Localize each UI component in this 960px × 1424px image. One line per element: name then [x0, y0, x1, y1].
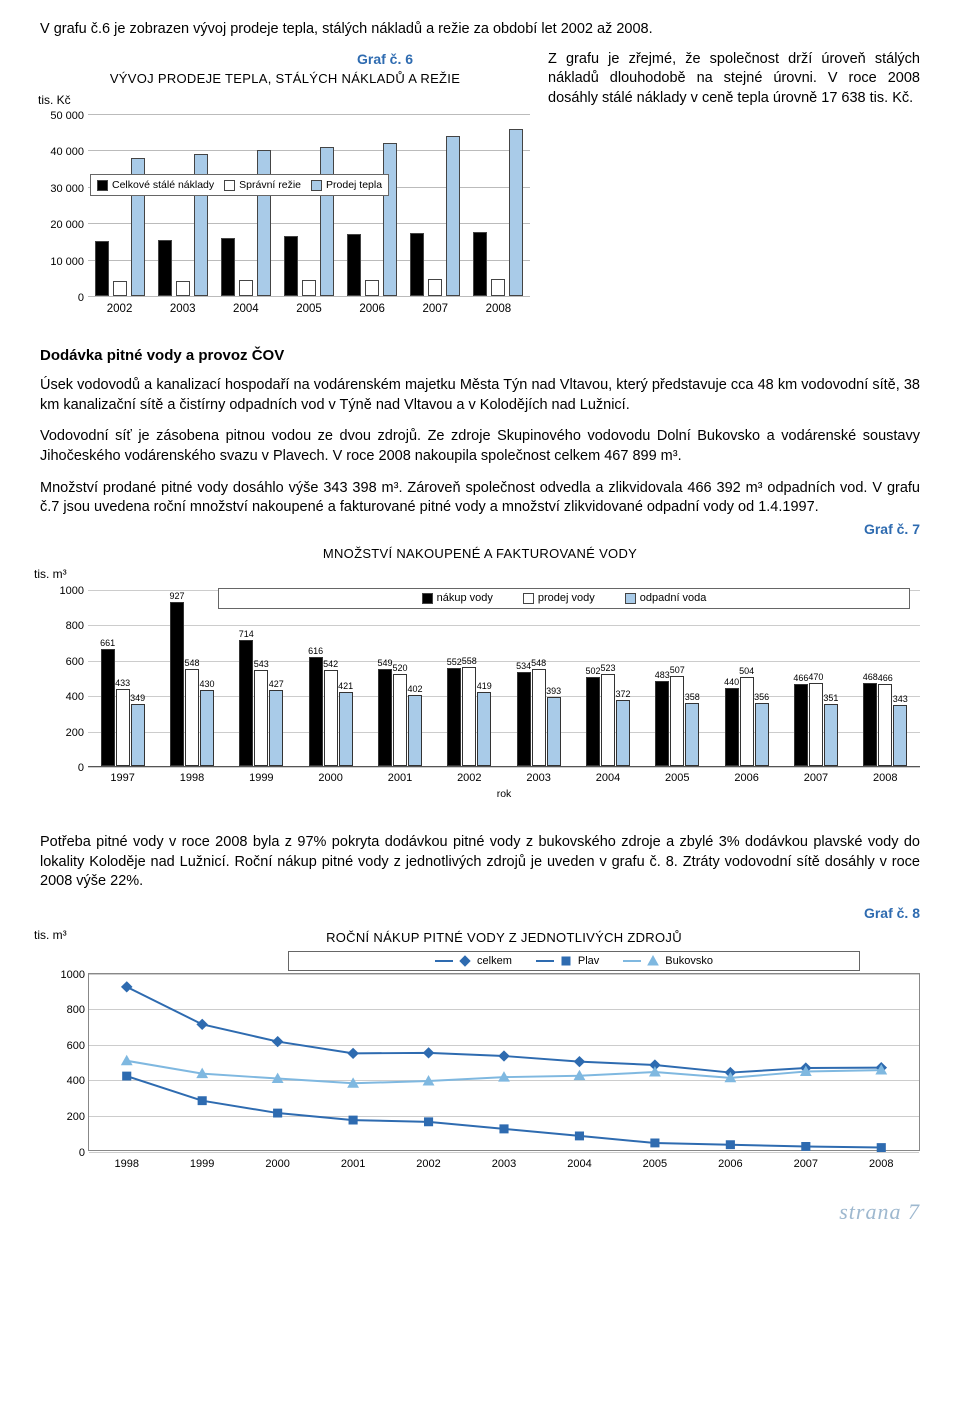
intro-text: V grafu č.6 je zobrazen vývoj prodeje te…	[40, 20, 920, 40]
graf6-legend: Celkové stálé nákladySprávní režieProdej…	[90, 174, 389, 196]
side-text: Z grafu je zřejmé, že společnost drží úr…	[548, 50, 920, 324]
chart8-container: tis. m³ ROČNÍ NÁKUP PITNÉ VODY Z JEDNOTL…	[40, 929, 920, 1189]
graf7-title: MNOŽSTVÍ NAKOUPENÉ A FAKTUROVANÉ VODY	[40, 545, 920, 563]
graf7-label: Graf č. 7	[40, 520, 920, 539]
page-footer: strana 7	[40, 1197, 920, 1227]
graf8-legend: celkemPlavBukovsko	[288, 951, 860, 972]
section-heading: Dodávka pitné vody a provoz ČOV	[40, 346, 920, 366]
graf6-label: Graf č. 6	[240, 50, 530, 69]
graf8-label: Graf č. 8	[40, 904, 920, 923]
graf6-title: VÝVOJ PRODEJE TEPLA, STÁLÝCH NÁKLADŮ A R…	[40, 70, 530, 88]
para3: Množství prodané pitné vody dosáhlo výše…	[40, 479, 920, 518]
para4: Potřeba pitné vody v roce 2008 byla z 97…	[40, 833, 920, 892]
para1: Úsek vodovodů a kanalizací hospodaří na …	[40, 376, 920, 415]
graf8-title: ROČNÍ NÁKUP PITNÉ VODY Z JEDNOTLIVÝCH ZD…	[88, 929, 920, 947]
chart6-container: Graf č. 6 VÝVOJ PRODEJE TEPLA, STÁLÝCH N…	[40, 50, 530, 324]
graf7-yaxis-label: tis. m³	[34, 566, 67, 582]
para2: Vodovodní síť je zásobena pitnou vodou z…	[40, 427, 920, 466]
graf6-yaxis-label: tis. Kč	[38, 92, 71, 108]
graf7-legend: nákup vodyprodej vodyodpadní voda	[218, 588, 910, 609]
graf8-yaxis-label: tis. m³	[34, 927, 67, 943]
chart7-container: tis. m³ nákup vodyprodej vodyodpadní vod…	[40, 570, 920, 805]
